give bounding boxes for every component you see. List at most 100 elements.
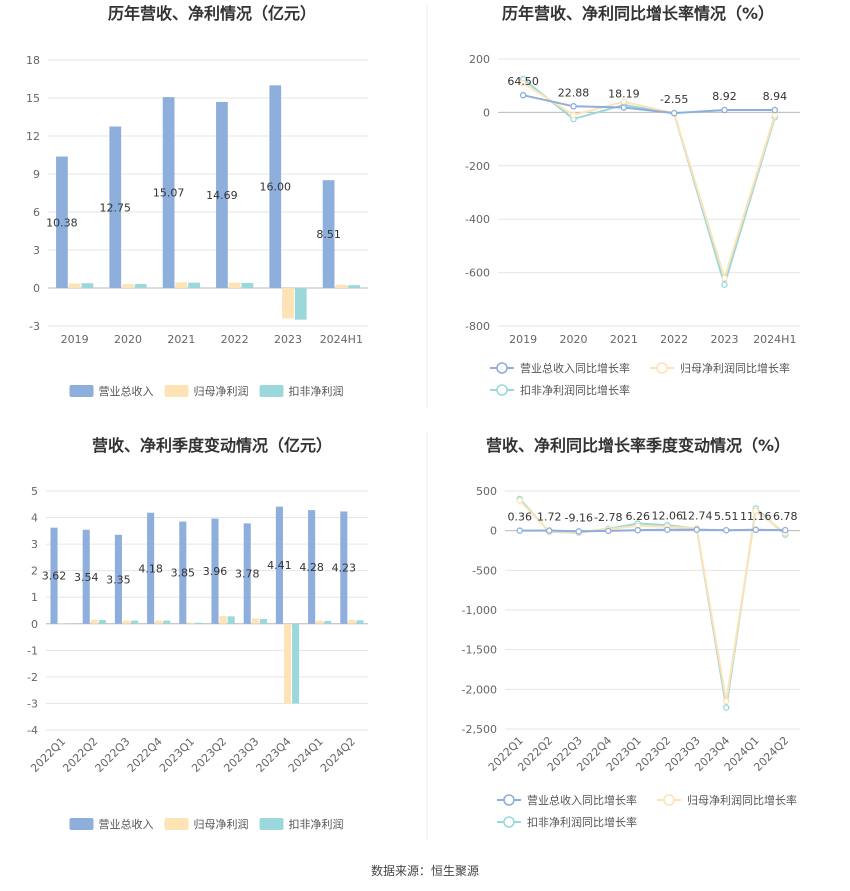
bar-revenue xyxy=(211,518,219,624)
bar-parent-net-profit xyxy=(316,620,324,624)
data-point xyxy=(575,528,583,535)
data-label: 3.54 xyxy=(74,571,99,584)
x-tick-label: 2021 xyxy=(167,333,195,346)
data-point xyxy=(693,526,701,533)
data-point xyxy=(670,109,678,117)
bar-parent-net-profit xyxy=(90,619,98,624)
bar-deducted-net-profit xyxy=(356,620,364,624)
data-label: 11.16 xyxy=(740,510,772,523)
y-tick-label: 4 xyxy=(31,512,38,525)
legend-label: 归母净利润同比增长率 xyxy=(687,793,797,807)
data-label: 12.75 xyxy=(100,201,132,214)
legend-label: 扣非净利润 xyxy=(289,817,344,831)
data-label: 0.36 xyxy=(508,511,533,524)
data-point xyxy=(721,106,728,114)
bar-deducted-net-profit xyxy=(227,616,235,624)
bar-revenue xyxy=(82,529,90,624)
data-source-note: 数据来源：恒生聚源 xyxy=(370,864,479,878)
data-label: 4.28 xyxy=(299,561,324,574)
data-point xyxy=(723,526,730,534)
y-tick-label: -2,500 xyxy=(462,723,497,736)
data-label: 8.51 xyxy=(316,228,341,241)
bar-parent-net-profit xyxy=(187,622,195,624)
bar-deducted-net-profit xyxy=(134,283,147,288)
y-tick-label: 0 xyxy=(31,618,38,631)
x-tick-label: 2022 xyxy=(660,333,688,346)
legend-label: 扣非净利润同比增长率 xyxy=(520,383,630,397)
bar-deducted-net-profit xyxy=(81,283,94,288)
x-tick-label: 2020 xyxy=(114,333,142,346)
bar-deducted-net-profit xyxy=(294,288,307,320)
data-label: 15.07 xyxy=(153,187,185,200)
data-label: 3.85 xyxy=(171,567,196,580)
y-tick-label: 3 xyxy=(31,538,38,551)
data-label: 8.94 xyxy=(763,90,788,103)
data-point xyxy=(782,526,789,534)
bar-parent-net-profit xyxy=(348,619,356,624)
legend-swatch xyxy=(259,818,284,830)
legend-swatch xyxy=(164,385,189,397)
data-label: 3.96 xyxy=(203,565,228,578)
bar-deducted-net-profit xyxy=(259,618,267,624)
data-point xyxy=(721,281,728,288)
y-tick-label: -1 xyxy=(27,644,38,657)
data-label: 14.69 xyxy=(206,189,238,202)
data-label: 4.23 xyxy=(332,562,357,575)
bar-deducted-net-profit xyxy=(195,622,203,624)
x-tick-label: 2024H1 xyxy=(320,333,363,346)
data-point xyxy=(752,507,760,515)
x-tick-label: 2024Q2 xyxy=(318,735,358,775)
bar-deducted-net-profit xyxy=(98,620,106,624)
legend-label: 营业总收入同比增长率 xyxy=(520,361,630,375)
data-label: 16.00 xyxy=(260,181,292,194)
bar-deducted-net-profit xyxy=(163,620,171,624)
legend-swatch xyxy=(69,385,94,397)
bar-revenue xyxy=(109,126,122,288)
bar-revenue xyxy=(56,156,68,288)
legend-swatch xyxy=(259,385,284,397)
bar-revenue xyxy=(275,506,283,624)
chart-4: 营收、净利同比增长率季度变动情况（%） -2,500 -2,000 -1,500 -1,… xyxy=(462,436,800,829)
bar-parent-net-profit xyxy=(219,615,227,624)
bar-deducted-net-profit xyxy=(241,282,254,288)
legend-label: 归母净利润 xyxy=(194,384,249,398)
legend-marker xyxy=(656,362,668,374)
x-tick-label: 2021 xyxy=(610,333,638,346)
legend-swatch xyxy=(69,818,94,830)
bar-deducted-net-profit xyxy=(348,285,360,288)
legend-label: 归母净利润同比增长率 xyxy=(680,361,790,375)
y-tick-label: 3 xyxy=(33,244,40,257)
y-tick-label: 9 xyxy=(33,168,40,181)
y-tick-label: 15 xyxy=(26,92,40,105)
bar-parent-net-profit xyxy=(68,283,81,288)
bar-parent-net-profit xyxy=(58,623,66,624)
legend-label: 营业总收入同比增长率 xyxy=(527,793,637,807)
data-label: 18.19 xyxy=(608,88,640,101)
data-label: -2.78 xyxy=(594,511,622,524)
bar-parent-net-profit xyxy=(122,620,131,624)
bar-revenue xyxy=(322,180,335,288)
bar-revenue xyxy=(179,521,187,624)
chart-3: 营收、净利季度变动情况（亿元）-4-3-2-10123452022Q12022Q… xyxy=(27,436,368,831)
bar-parent-net-profit xyxy=(175,282,188,288)
x-tick-label: 2024H1 xyxy=(753,333,796,346)
y-tick-label: -4 xyxy=(27,724,38,737)
y-tick-label: -800 xyxy=(465,320,490,333)
data-label: 64.50 xyxy=(507,75,539,88)
bar-parent-net-profit xyxy=(228,282,241,288)
y-tick-label: 0 xyxy=(33,282,40,295)
bar-parent-net-profit xyxy=(335,284,348,288)
y-tick-label: -3 xyxy=(29,320,40,333)
y-tick-label: 5 xyxy=(31,485,38,498)
data-point xyxy=(721,274,728,282)
data-label: 3.78 xyxy=(235,568,260,581)
bar-revenue xyxy=(308,510,316,624)
data-point xyxy=(546,527,553,534)
series-line xyxy=(522,82,776,282)
series-line xyxy=(522,78,776,289)
bar-parent-net-profit xyxy=(282,288,294,319)
data-label: 3.62 xyxy=(42,570,67,583)
x-tick-label: 2020 xyxy=(560,333,588,346)
data-label: 4.41 xyxy=(267,559,292,572)
